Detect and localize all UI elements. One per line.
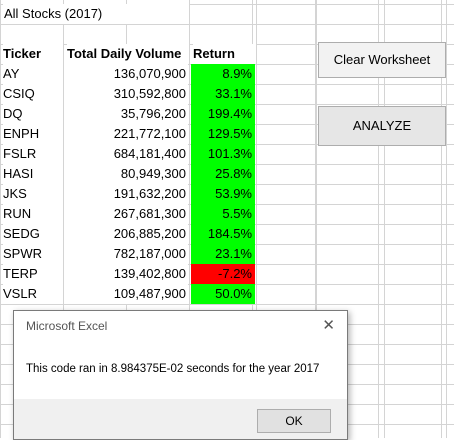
return-cell[interactable]: 8.9% <box>191 64 255 84</box>
ticker-cell[interactable]: JKS <box>3 184 63 204</box>
volume-cell[interactable]: 782,187,000 <box>64 244 188 264</box>
volume-cell[interactable]: 221,772,100 <box>64 124 188 144</box>
volume-cell[interactable]: 191,632,200 <box>64 184 188 204</box>
volume-cell[interactable]: 35,796,200 <box>64 104 188 124</box>
return-cell[interactable]: 53.9% <box>191 184 255 204</box>
column-divider <box>316 0 317 438</box>
return-cell[interactable]: 50.0% <box>191 284 255 304</box>
volume-cell[interactable]: 136,070,900 <box>64 64 188 84</box>
return-cell[interactable]: 33.1% <box>191 84 255 104</box>
volume-cell[interactable]: 684,181,400 <box>64 144 188 164</box>
dialog-footer: OK <box>14 399 347 439</box>
return-cell[interactable]: 199.4% <box>191 104 255 124</box>
return-cell[interactable]: 5.5% <box>191 204 255 224</box>
return-cell[interactable]: 101.3% <box>191 144 255 164</box>
header-volume[interactable]: Total Daily Volume <box>67 44 189 64</box>
column-divider <box>63 0 64 438</box>
analyze-button[interactable]: ANALYZE <box>318 106 446 146</box>
return-cell[interactable]: 184.5% <box>191 224 255 244</box>
column-divider <box>256 0 257 438</box>
column-divider <box>446 0 447 438</box>
ok-button[interactable]: OK <box>257 409 331 433</box>
volume-cell[interactable]: 310,592,800 <box>64 84 188 104</box>
dialog-message: This code ran in 8.984375E-02 seconds fo… <box>26 363 320 375</box>
volume-cell[interactable]: 206,885,200 <box>64 224 188 244</box>
sheet-title[interactable]: All Stocks (2017) <box>3 4 189 24</box>
column-divider <box>189 0 190 438</box>
ticker-cell[interactable]: RUN <box>3 204 63 224</box>
ticker-cell[interactable]: VSLR <box>3 284 63 304</box>
volume-cell[interactable]: 109,487,900 <box>64 284 188 304</box>
ticker-cell[interactable]: HASI <box>3 164 63 184</box>
ticker-cell[interactable]: SEDG <box>3 224 63 244</box>
return-cell[interactable]: 25.8% <box>191 164 255 184</box>
return-cell[interactable]: -7.2% <box>191 264 255 284</box>
ticker-cell[interactable]: ENPH <box>3 124 63 144</box>
header-return[interactable]: Return <box>193 44 256 64</box>
dialog-title: Microsoft Excel <box>26 319 108 333</box>
ticker-cell[interactable]: TERP <box>3 264 63 284</box>
ticker-cell[interactable]: SPWR <box>3 244 63 264</box>
clear-worksheet-button[interactable]: Clear Worksheet <box>318 42 446 78</box>
header-ticker[interactable]: Ticker <box>3 44 63 64</box>
ticker-cell[interactable]: CSIQ <box>3 84 63 104</box>
ticker-cell[interactable]: FSLR <box>3 144 63 164</box>
ticker-cell[interactable]: AY <box>3 64 63 84</box>
message-dialog: Microsoft Excel ✕ This code ran in 8.984… <box>13 310 348 440</box>
return-cell[interactable]: 23.1% <box>191 244 255 264</box>
column-divider <box>384 0 385 438</box>
ticker-cell[interactable]: DQ <box>3 104 63 124</box>
return-cell[interactable]: 129.5% <box>191 124 255 144</box>
volume-cell[interactable]: 80,949,300 <box>64 164 188 184</box>
close-icon[interactable]: ✕ <box>322 317 335 334</box>
volume-cell[interactable]: 139,402,800 <box>64 264 188 284</box>
volume-cell[interactable]: 267,681,300 <box>64 204 188 224</box>
